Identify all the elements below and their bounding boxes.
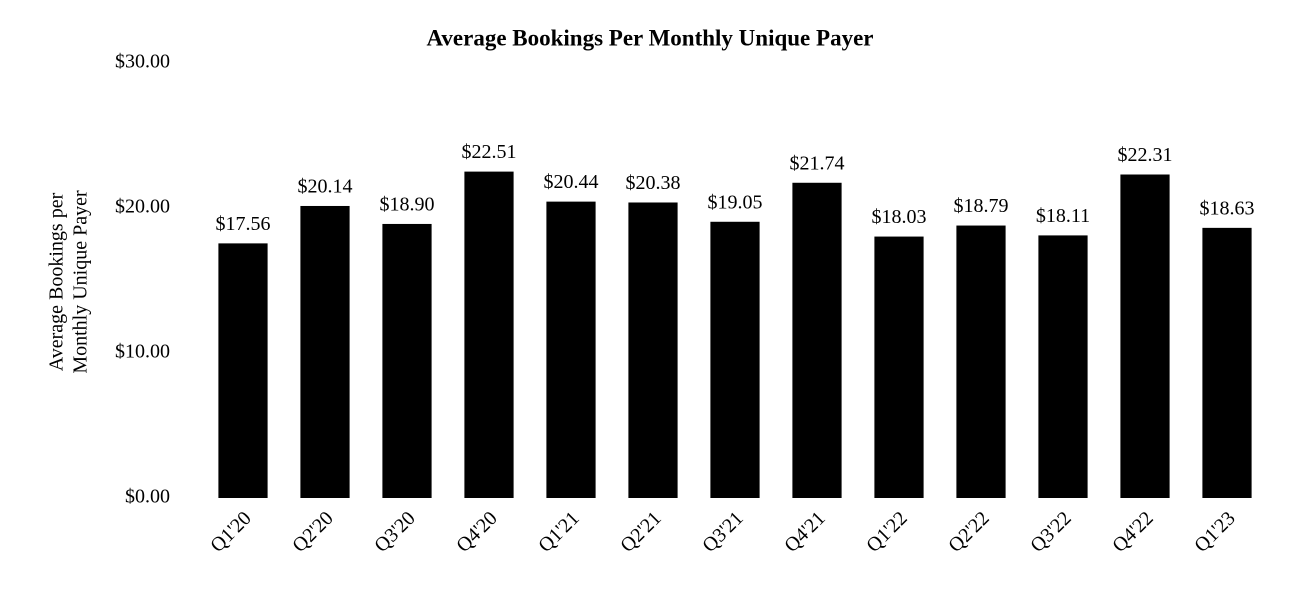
y-tick-label: $0.00 (125, 486, 170, 508)
value-label: $21.74 (790, 152, 845, 174)
bar (628, 202, 678, 499)
value-label: $18.03 (872, 206, 927, 228)
bar (300, 205, 350, 498)
x-tick-label: Q4'21 (780, 507, 830, 557)
bar (956, 225, 1006, 499)
y-tick-label: $30.00 (115, 51, 170, 73)
bar (1202, 227, 1252, 499)
bar (1038, 235, 1088, 498)
value-label: $20.38 (626, 172, 681, 194)
value-label: $22.31 (1118, 144, 1173, 166)
x-tick-label: Q1'22 (862, 507, 912, 557)
x-tick-label: Q2'20 (288, 507, 338, 557)
value-label: $20.14 (298, 176, 353, 198)
y-tick-label: $10.00 (115, 341, 170, 363)
value-label: $20.44 (544, 171, 599, 193)
chart-title: Average Bookings Per Monthly Unique Paye… (427, 25, 874, 50)
x-tick-label: Q3'20 (370, 507, 420, 557)
x-tick-label: Q2'22 (944, 507, 994, 557)
y-axis-label-line: Monthly Unique Payer (70, 190, 92, 374)
bar (464, 171, 514, 499)
value-label: $19.05 (708, 191, 763, 213)
x-tick-label: Q3'21 (698, 507, 748, 557)
value-label: $17.56 (216, 213, 271, 235)
value-label: $18.79 (954, 195, 1009, 217)
x-tick-label: Q1'23 (1190, 507, 1240, 557)
bar (382, 223, 432, 498)
value-label: $22.51 (462, 141, 517, 163)
x-tick-label: Q2'21 (616, 507, 666, 557)
x-tick-label: Q4'20 (452, 507, 502, 557)
bar (792, 182, 842, 498)
x-tick-label: Q1'20 (206, 507, 256, 557)
y-tick-label: $20.00 (115, 196, 170, 218)
x-tick-label: Q3'22 (1026, 507, 1076, 557)
value-label: $18.90 (380, 194, 435, 216)
value-label: $18.11 (1036, 205, 1090, 227)
value-label: $18.63 (1200, 197, 1255, 219)
bar (1120, 174, 1170, 498)
x-tick-label: Q1'21 (534, 507, 584, 557)
y-axis-label-line: Average Bookings per (46, 192, 68, 371)
bar (874, 236, 924, 498)
x-tick-label: Q4'22 (1108, 507, 1158, 557)
y-axis-label: Average Bookings per Monthly Unique Paye… (46, 190, 92, 374)
bar (546, 201, 596, 498)
bar (710, 221, 760, 498)
bar (218, 243, 268, 498)
